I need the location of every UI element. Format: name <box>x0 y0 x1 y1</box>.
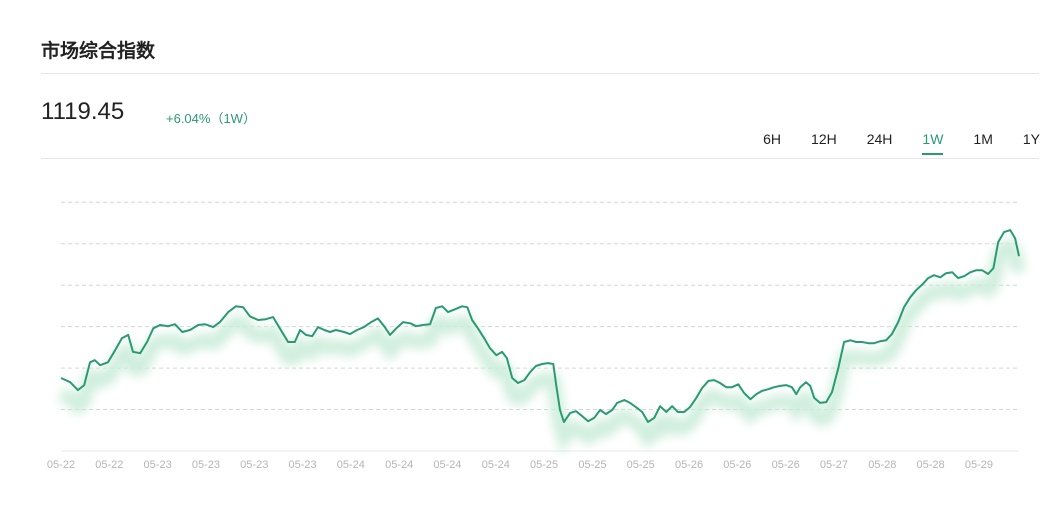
range-tab[interactable]: 24H <box>866 131 893 147</box>
divider <box>41 158 1039 159</box>
x-tick-label: 05-24 <box>433 459 461 471</box>
change: +6.04%（1W） <box>166 111 256 126</box>
x-tick-label: 05-29 <box>965 459 993 471</box>
x-tick-label: 05-28 <box>917 459 945 471</box>
title: 市场综合指数 <box>41 41 156 62</box>
x-tick-label: 05-26 <box>723 459 751 471</box>
x-tick-label: 05-23 <box>192 459 220 471</box>
x-tick-label: 05-22 <box>95 459 123 471</box>
range-tab[interactable]: 1M <box>973 131 993 147</box>
x-tick-label: 05-26 <box>675 459 703 471</box>
divider <box>41 73 1039 74</box>
range-tab[interactable]: 6H <box>763 131 782 147</box>
price: 1119.45 <box>41 98 125 125</box>
x-tick-label: 05-25 <box>578 459 606 471</box>
range-tab[interactable]: 1W <box>922 131 944 155</box>
x-tick-label: 05-23 <box>240 459 268 471</box>
x-tick-label: 05-24 <box>482 459 510 471</box>
x-tick-label: 05-23 <box>144 459 172 471</box>
x-tick-label: 05-22 <box>47 459 75 471</box>
x-tick-label: 05-25 <box>627 459 655 471</box>
x-tick-label: 05-25 <box>530 459 558 471</box>
x-tick-label: 05-28 <box>868 459 896 471</box>
line-glow <box>58 237 1026 454</box>
x-tick-label: 05-24 <box>337 459 365 471</box>
x-tick-label: 05-23 <box>288 459 316 471</box>
x-tick-label: 05-27 <box>820 459 848 471</box>
x-tick-label: 05-26 <box>772 459 800 471</box>
tabs: 6H 12H 24H 1W 1M 1Y <box>733 131 1040 155</box>
range-tab[interactable]: 1Y <box>1022 131 1040 147</box>
x-tick-label: 05-24 <box>385 459 413 471</box>
range-tab[interactable]: 12H <box>811 131 837 147</box>
line <box>60 229 1020 423</box>
